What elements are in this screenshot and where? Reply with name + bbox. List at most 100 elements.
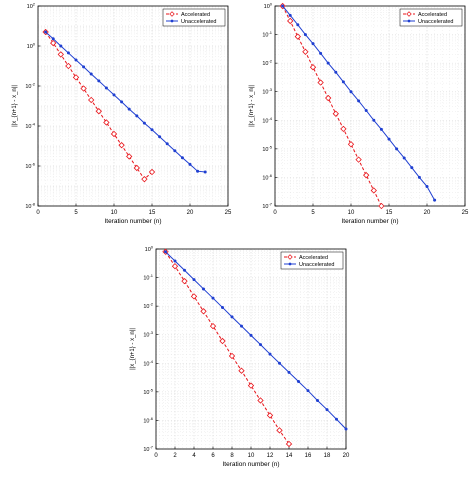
data-point — [319, 51, 323, 55]
grid — [37, 6, 229, 207]
data-point — [311, 42, 315, 46]
data-point — [302, 48, 309, 55]
series-unaccelerated — [164, 250, 348, 431]
data-point — [247, 382, 255, 389]
data-point — [211, 296, 215, 300]
data-point — [202, 287, 205, 291]
data-point — [150, 128, 154, 132]
data-point — [268, 352, 272, 356]
data-point — [297, 380, 300, 384]
chart-bottom: 0 2 4 6 8 10 12 14 16 18 20 Iteration number (n) 10-… — [130, 245, 350, 469]
data-point — [230, 315, 234, 319]
data-point — [141, 175, 148, 183]
x-tick-label: 25 — [225, 210, 232, 216]
chart-panel-top-right: 0 5 10 15 20 25 Iteration number (n) 10-7 10-6 10… — [237, 0, 474, 237]
y-tick-label: 100 — [264, 2, 273, 11]
legend-box — [162, 8, 226, 27]
y-axis: 10-7 10-6 10-5 10-4 10-3 10-2 10-1 100 — [262, 2, 278, 210]
y-tick-label: 102 — [27, 2, 36, 11]
data-point — [50, 39, 57, 47]
y-axis-label: ||x_{n+1} - x_n|| — [249, 85, 255, 127]
data-point — [357, 99, 361, 103]
legend-box — [280, 251, 344, 270]
x-tick-label: 10 — [111, 210, 118, 216]
y-tick-label: 10-3 — [262, 87, 272, 96]
data-point — [180, 156, 184, 160]
data-point — [51, 37, 55, 41]
data-point — [127, 107, 131, 111]
data-point — [335, 417, 338, 421]
data-point — [165, 142, 169, 146]
data-point — [72, 74, 80, 81]
data-point — [276, 427, 283, 434]
x-tick-label: 20 — [187, 210, 194, 216]
y-tick-label: 10-2 — [262, 59, 272, 68]
data-point — [74, 58, 78, 62]
y-axis-label: ||x_{n+1} - x_n|| — [12, 85, 18, 127]
data-point — [66, 51, 70, 55]
data-point — [340, 125, 347, 133]
legend-label: Unaccelerated — [418, 19, 453, 25]
legend-label: Accelerated — [299, 255, 328, 261]
x-tick-label: 0 — [273, 210, 277, 216]
legend-label: Unaccelerated — [299, 262, 334, 268]
y-tick-label: 10-4 — [262, 116, 272, 125]
data-point — [288, 13, 292, 17]
x-tick-label: 12 — [267, 453, 274, 459]
y-axis-label: ||x_{n+1} - x_n|| — [130, 328, 136, 370]
x-tick-label: 8 — [230, 453, 234, 459]
x-tick-label: 20 — [343, 453, 350, 459]
x-tick-label: 2 — [173, 453, 177, 459]
series-unaccelerated — [281, 4, 437, 202]
series-unaccelerated — [44, 30, 207, 174]
x-tick-label: 18 — [324, 453, 331, 459]
data-point — [379, 127, 383, 131]
data-point — [238, 367, 245, 374]
data-point — [349, 90, 353, 94]
legend-marker — [406, 11, 412, 17]
data-point — [88, 96, 95, 104]
data-point — [316, 398, 319, 402]
data-point — [112, 93, 116, 97]
x-axis-label: Iteration number (n) — [104, 218, 161, 225]
data-point — [344, 427, 348, 431]
y-tick-label: 10-6 — [25, 162, 35, 171]
data-point — [221, 305, 224, 309]
legend-label: Unaccelerated — [181, 19, 216, 25]
legend-label: Accelerated — [418, 12, 447, 18]
data-point — [303, 33, 307, 37]
y-tick-label: 10-1 — [143, 273, 153, 282]
y-axis: 10-7 10-6 10-5 10-4 10-3 10-2 10-1 100 — [143, 245, 159, 453]
data-point — [287, 17, 294, 25]
y-tick-label: 10-2 — [25, 82, 35, 91]
data-point — [80, 85, 87, 92]
data-point — [188, 162, 192, 166]
series-line — [45, 31, 206, 173]
y-tick-label: 10-6 — [262, 173, 272, 182]
chart-panel-bottom: 0 2 4 6 8 10 12 14 16 18 20 Iteration number (n) 10-… — [118, 243, 355, 480]
x-tick-label: 4 — [192, 453, 196, 459]
data-point — [173, 259, 177, 263]
data-point — [309, 64, 317, 71]
data-point — [266, 412, 274, 419]
legend-label: Accelerated — [181, 12, 210, 18]
data-point — [135, 114, 139, 118]
data-point — [317, 79, 324, 86]
x-tick-label: 10 — [248, 453, 255, 459]
data-point — [219, 337, 226, 345]
x-axis: 0 5 10 15 20 25 — [36, 203, 232, 216]
y-tick-label: 10-1 — [262, 30, 272, 39]
data-point — [370, 187, 377, 194]
data-point — [325, 408, 329, 412]
data-point — [334, 70, 338, 74]
data-point — [410, 166, 414, 170]
data-point — [228, 352, 236, 360]
x-tick-label: 15 — [149, 210, 156, 216]
data-point — [306, 389, 310, 393]
data-point — [200, 308, 207, 315]
